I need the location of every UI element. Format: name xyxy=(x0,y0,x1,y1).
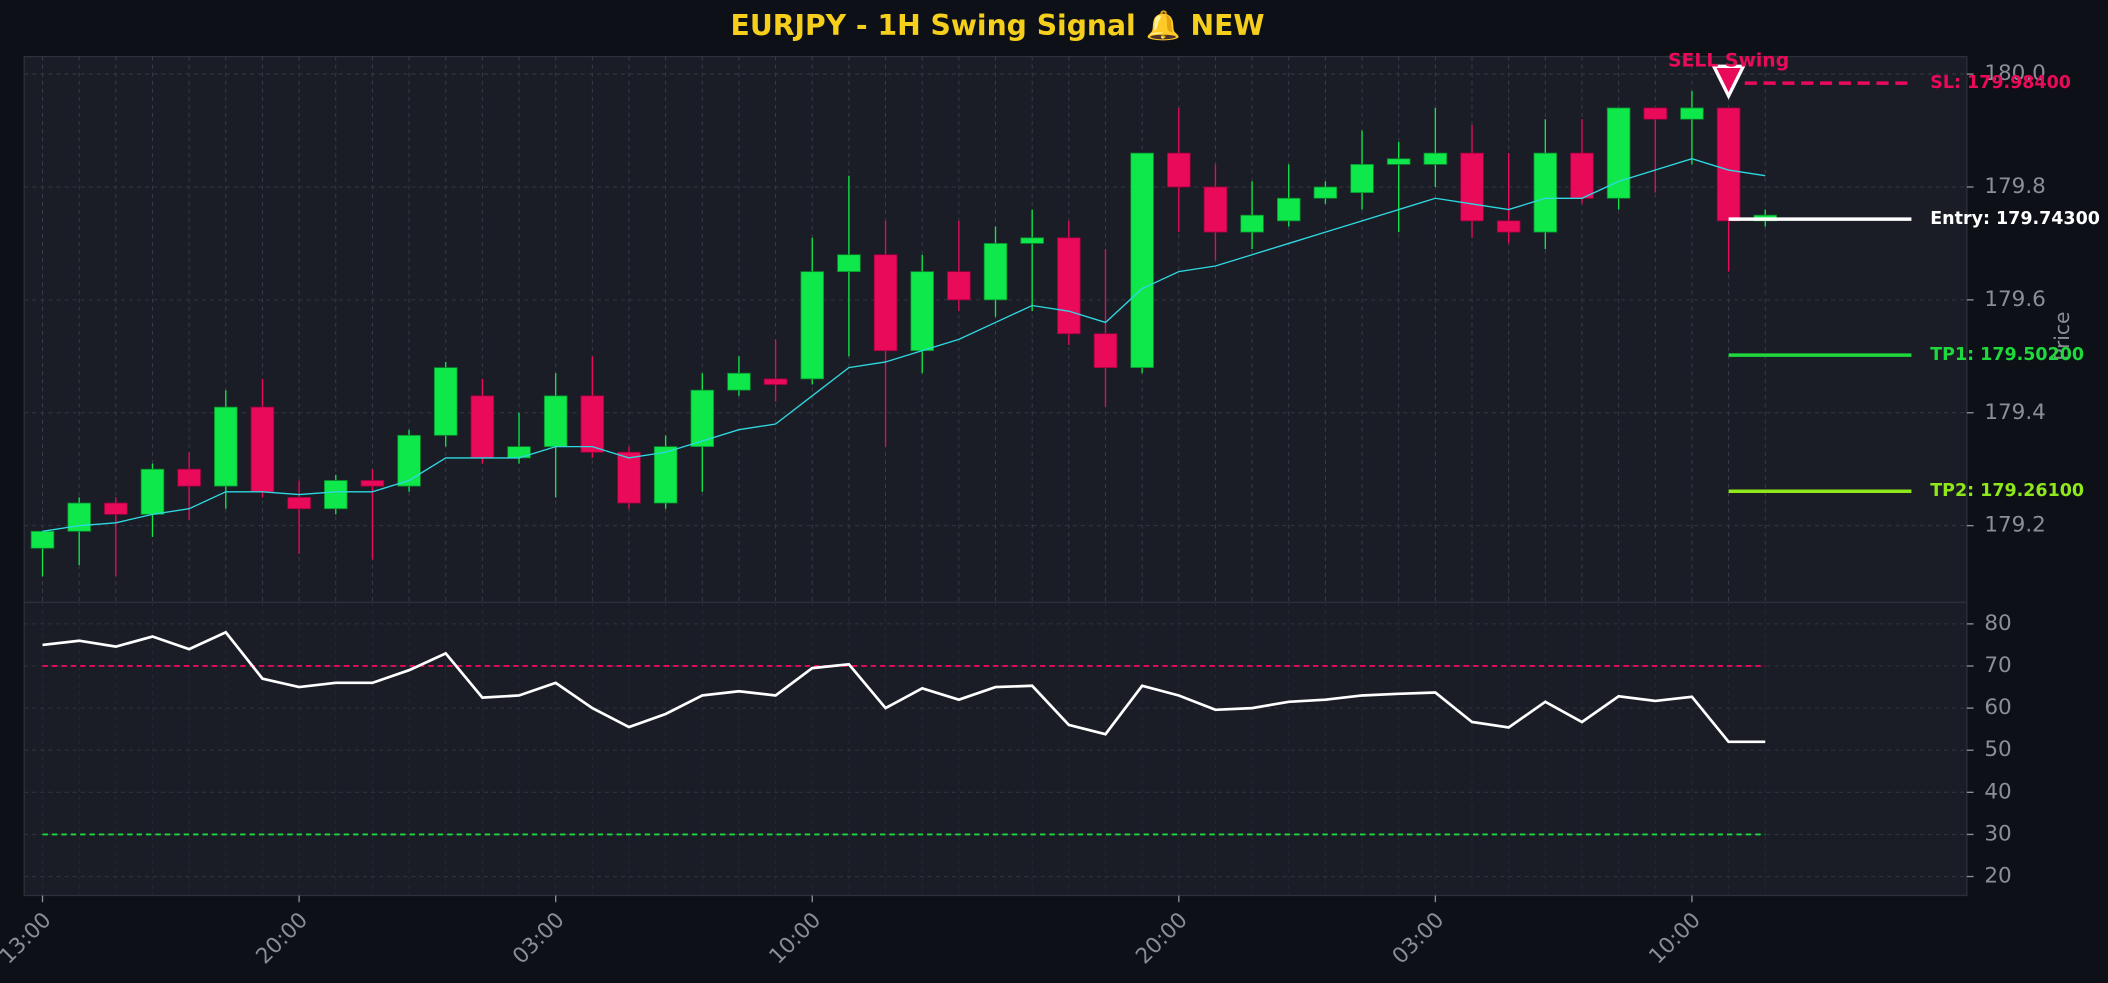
candle-body xyxy=(1606,107,1631,199)
candle-body xyxy=(214,406,238,487)
candle-body xyxy=(873,254,898,352)
signal-label: SELL Swing xyxy=(1668,50,1789,71)
candle-body xyxy=(837,254,861,273)
candle-body xyxy=(580,395,605,453)
candle-body xyxy=(287,497,311,510)
candle-body xyxy=(1643,107,1668,120)
candle-body xyxy=(947,271,971,301)
candle-body xyxy=(30,530,55,549)
y-tick-label: 179.8 xyxy=(1984,174,2046,199)
candle-body xyxy=(140,468,165,515)
candle-body xyxy=(1460,152,1484,222)
candle-body xyxy=(177,468,201,487)
candle-body xyxy=(1570,152,1594,199)
candle-body xyxy=(1350,163,1374,194)
candle-body xyxy=(690,389,715,448)
candle-body xyxy=(1423,152,1448,165)
candle-body xyxy=(104,502,128,515)
candle-body xyxy=(983,243,1008,301)
rsi-line xyxy=(42,630,1766,744)
candle-body xyxy=(1716,107,1741,222)
y-tick-label: 20 xyxy=(1984,864,2011,889)
y-tick-label: 60 xyxy=(1984,695,2011,720)
candle-body xyxy=(800,271,825,380)
candle-body xyxy=(1057,237,1081,335)
y-tick-label: 70 xyxy=(1984,653,2011,678)
candle-body xyxy=(1203,186,1228,233)
level-label: TP1: 179.50200 xyxy=(1930,345,2084,365)
y-tick-label: 40 xyxy=(1984,779,2011,804)
candle-body xyxy=(1386,158,1411,165)
level-label: SL: 179.98400 xyxy=(1930,73,2071,93)
chart-title: EURJPY - 1H Swing Signal 🔔 NEW xyxy=(731,9,1265,42)
moving-average xyxy=(42,158,1766,532)
candle-body xyxy=(1533,152,1558,233)
signal-marker xyxy=(1711,64,1747,100)
y-tick-label: 179.2 xyxy=(1984,513,2046,538)
candle-body xyxy=(1167,152,1191,188)
y-tick-label: 30 xyxy=(1984,821,2011,846)
candle-body xyxy=(543,395,568,448)
candle-body xyxy=(1093,333,1118,369)
y-tick-label: 179.6 xyxy=(1984,287,2046,312)
level-label: TP2: 179.26100 xyxy=(1930,481,2084,501)
candle-body xyxy=(910,271,934,352)
candle-body xyxy=(323,480,348,510)
y-tick-label: 179.4 xyxy=(1984,400,2046,425)
candle-body xyxy=(1020,237,1044,244)
y-tick-label: 80 xyxy=(1984,611,2011,636)
y-tick-label: 180.0 xyxy=(1984,61,2046,86)
candle-body xyxy=(433,367,458,436)
y-axis-label: Price xyxy=(2050,312,2074,361)
candle-body xyxy=(250,406,275,493)
candle-body xyxy=(67,502,91,532)
candle-body xyxy=(1313,186,1338,199)
candle-body xyxy=(360,480,385,487)
candle-body xyxy=(470,395,495,459)
candle-body xyxy=(1130,152,1154,369)
candle-body xyxy=(1496,220,1521,233)
candle-body xyxy=(617,451,641,504)
candle-body xyxy=(507,446,531,459)
candle-body xyxy=(727,372,751,391)
level-label: Entry: 179.74300 xyxy=(1930,209,2100,229)
candle-body xyxy=(1240,214,1264,233)
candle-body xyxy=(1680,107,1704,120)
candle-body xyxy=(1276,197,1301,222)
candle-body xyxy=(763,378,788,385)
candle-body xyxy=(653,446,678,504)
candle-body xyxy=(397,434,421,487)
y-tick-label: 50 xyxy=(1984,737,2011,762)
